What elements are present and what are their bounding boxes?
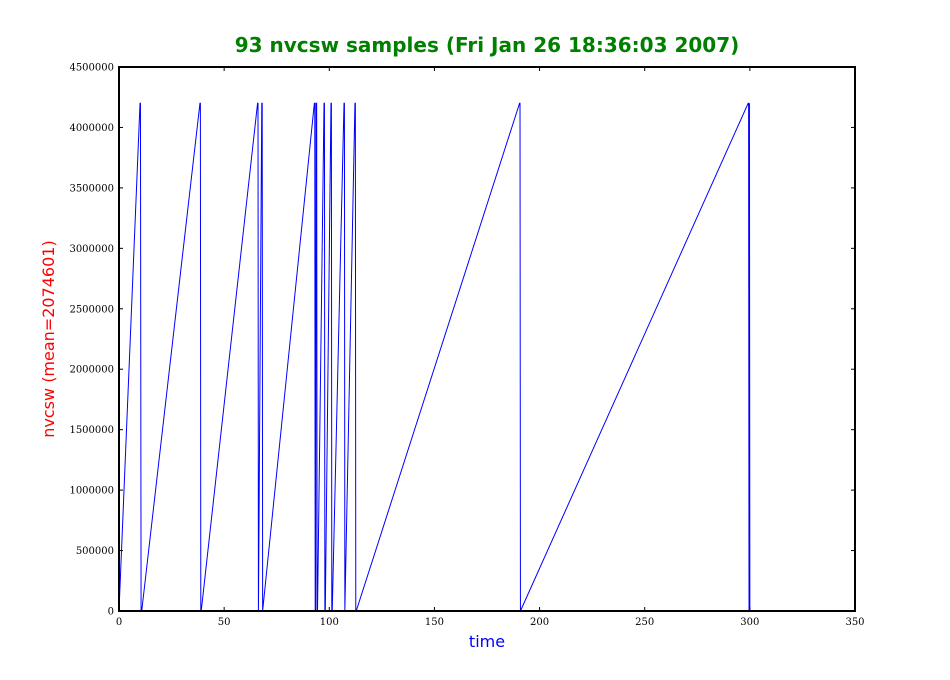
y-tick-label-1: 500000 xyxy=(76,546,114,557)
y-tick-label-8: 4000000 xyxy=(69,123,114,134)
y-tick-label-6: 3000000 xyxy=(69,244,114,255)
plot-frame xyxy=(118,66,856,612)
y-tick-label-0: 0 xyxy=(108,607,114,618)
y-axis-label: nvcsw (mean=2074601) xyxy=(39,240,58,437)
x-tick-label-5: 250 xyxy=(635,617,654,628)
y-tick-label-2: 1000000 xyxy=(69,486,114,497)
x-tick-label-6: 300 xyxy=(740,617,759,628)
chart-title: 93 nvcsw samples (Fri Jan 26 18:36:03 20… xyxy=(235,33,740,57)
x-tick-label-7: 350 xyxy=(845,617,864,628)
y-tick-label-5: 2500000 xyxy=(69,304,114,315)
x-tick-label-0: 0 xyxy=(116,617,122,628)
y-tick-label-3: 1500000 xyxy=(69,425,114,436)
x-tick-label-4: 200 xyxy=(530,617,549,628)
plot-background xyxy=(119,67,855,611)
y-tick-label-4: 2000000 xyxy=(69,365,114,376)
y-tick-label-7: 3500000 xyxy=(69,183,114,194)
x-tick-label-2: 100 xyxy=(320,617,339,628)
y-tick-label-9: 4500000 xyxy=(69,63,114,74)
x-axis-label: time xyxy=(469,632,505,651)
x-tick-label-1: 50 xyxy=(218,617,231,628)
x-tick-label-3: 150 xyxy=(425,617,444,628)
axis-ticks: 0 50 100 150 200 250 300 350 0 500000 1000000 15000… xyxy=(69,63,864,629)
